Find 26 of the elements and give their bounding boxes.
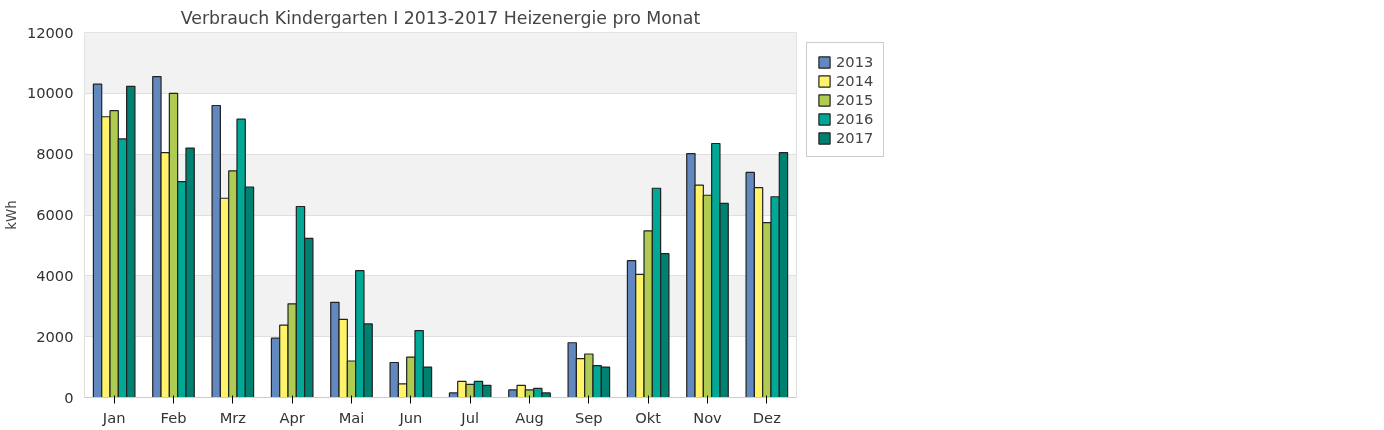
x-tick-label: Mai	[338, 408, 365, 426]
legend-label: 2016	[836, 110, 874, 127]
x-tick-label: Feb	[160, 408, 187, 426]
y-tick-label: 0	[64, 388, 74, 406]
chart-title: Verbrauch Kindergarten I 2013-2017 Heizenergie pro Monat	[180, 7, 701, 28]
x-tick-label: Nov	[693, 408, 723, 426]
x-tick-label: Mrz	[219, 408, 247, 426]
y-tick-label: 8000	[36, 145, 74, 163]
x-tick-label: Sep	[575, 408, 603, 426]
x-tick-label: Jul	[460, 408, 480, 426]
x-tick-label: Dez	[752, 408, 782, 426]
x-tick-label: Jun	[398, 408, 423, 426]
x-tick-label: Jan	[101, 408, 126, 426]
y-tick-label: 4000	[36, 266, 74, 284]
legend-label: 2013	[836, 53, 874, 70]
y-tick-label: 6000	[36, 206, 74, 223]
legend-label: 2015	[836, 91, 874, 108]
y-tick-label: 2000	[36, 327, 74, 345]
x-tick-label: Apr	[279, 408, 306, 426]
x-tick-label: Okt	[635, 408, 662, 426]
y-tick-label: 10000	[26, 84, 74, 102]
legend-label: 2017	[836, 129, 874, 146]
y-tick-label: 12000	[26, 23, 74, 41]
x-tick-label: Aug	[515, 408, 544, 426]
legend-label: 2014	[836, 72, 874, 89]
y-axis-title: kWh	[3, 200, 19, 230]
